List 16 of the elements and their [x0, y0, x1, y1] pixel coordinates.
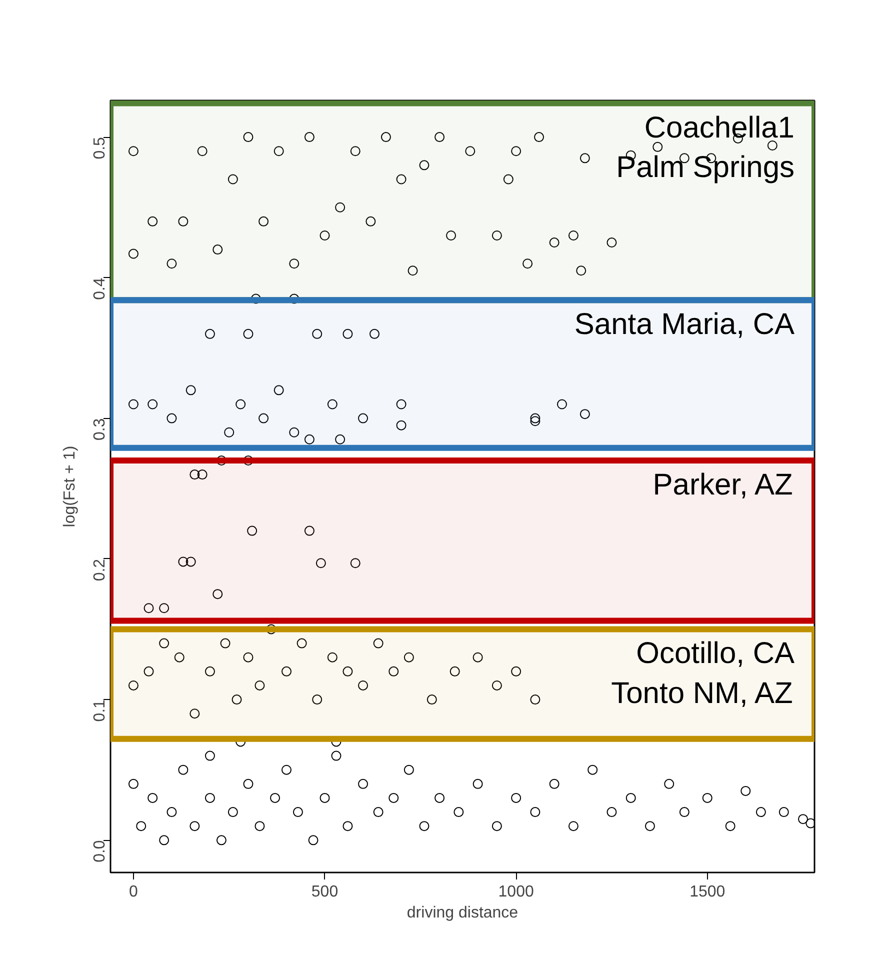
y-tick-label: 0.1 [92, 699, 108, 722]
x-tick-label: 0 [129, 884, 138, 900]
y-tick-label: 0.0 [92, 840, 108, 862]
band-label: Coachella1 Palm Springs [616, 111, 795, 184]
y-tick-label: 0.3 [92, 418, 108, 441]
band-label: Parker, AZ [652, 468, 793, 502]
x-axis-title: driving distance [406, 904, 518, 922]
x-tick-label: 1000 [498, 884, 534, 900]
x-tick-label: 1500 [690, 884, 726, 900]
band-label: Santa Maria, CA [574, 308, 794, 342]
y-tick-label: 0.5 [92, 136, 108, 160]
x-tick-label: 500 [311, 884, 338, 900]
y-tick-label: 0.2 [92, 558, 108, 582]
y-tick-label: 0.4 [92, 278, 108, 300]
band-label: Ocotillo, CA Tonto NM, AZ [611, 637, 795, 710]
y-axis-title: log(Fst + 1) [62, 446, 78, 528]
